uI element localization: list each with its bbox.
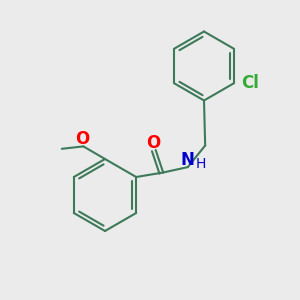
Text: O: O: [146, 134, 160, 152]
Text: H: H: [195, 157, 206, 170]
Text: N: N: [181, 151, 195, 169]
Text: Cl: Cl: [242, 74, 259, 92]
Text: O: O: [75, 130, 89, 148]
